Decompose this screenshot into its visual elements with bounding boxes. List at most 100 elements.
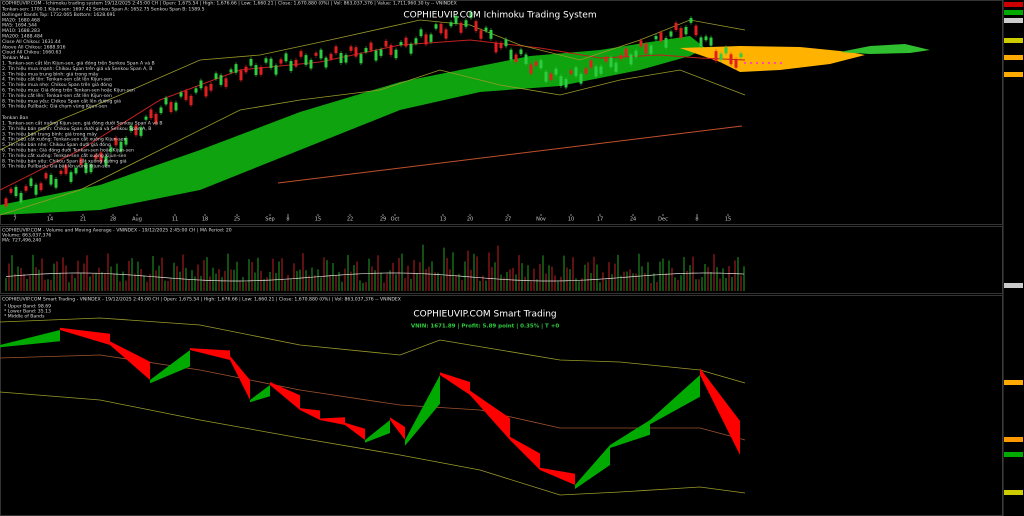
candle-body — [289, 61, 293, 72]
candle-body — [149, 109, 153, 118]
info-line: Cloud All Chikou: 1660.63 — [2, 50, 61, 56]
x-tick-label: 8 — [286, 217, 289, 223]
candle-body — [109, 147, 113, 152]
info-line: 2. Tín hiệu bán mạnh: Chikou Span dưới g… — [2, 125, 151, 132]
candle-body — [9, 188, 13, 193]
info-lines: Tenkan-sen: 1700.1 Kijun-sen: 1697.42 Se… — [1, 7, 205, 170]
info-line: 9. Tín hiệu Pullback: Giá chạm vùng Kiju… — [2, 103, 107, 110]
candle-body — [579, 74, 583, 84]
ribbon-green — [150, 350, 190, 384]
candle-body — [229, 69, 233, 73]
info-line: MA20: 1680.468 — [2, 17, 40, 23]
candle-body — [684, 26, 688, 35]
volume-title: COPHIEUVIP.COM - Volume and Moving Avera… — [2, 228, 232, 234]
candle-body — [304, 55, 308, 65]
x-tick-label: 15 — [315, 217, 321, 223]
candle-body — [89, 164, 93, 173]
candle-body — [679, 28, 683, 39]
smart-title: COPHIEUVIP.COM Smart Trading — [413, 310, 556, 320]
price-box — [1004, 2, 1023, 7]
candle-body — [324, 57, 328, 68]
candle-body — [629, 54, 633, 65]
candle-body — [574, 67, 578, 77]
ribbon-green — [650, 375, 700, 425]
candle-body — [369, 42, 373, 51]
info-line: 6. Tín hiệu bán: Giá đóng dưới Tenkan-se… — [2, 147, 134, 154]
ribbon-red — [300, 408, 320, 420]
ribbon-green — [365, 420, 390, 443]
candle-body — [329, 53, 333, 60]
main-title: COPHIEUVIP.COM Ichimoku Trading System — [403, 11, 596, 21]
x-tick-label: 13 — [440, 217, 446, 223]
candle-body — [444, 29, 448, 39]
info-line: MA200: 1488.484 — [2, 34, 43, 40]
ribbon-red — [110, 341, 150, 380]
candle-body — [234, 64, 238, 73]
info-line: 1. Tenkan-sen cắt lên Kijun-sen, giá đón… — [2, 60, 155, 67]
candle-body — [654, 35, 658, 40]
candle-body — [4, 198, 8, 207]
candle-body — [379, 49, 383, 56]
candle-body — [24, 186, 28, 191]
signal-dot — [749, 61, 753, 65]
candle-body — [309, 59, 313, 69]
lower-band — [0, 391, 746, 496]
candle-body — [159, 107, 163, 114]
signal-dot — [755, 61, 759, 65]
candle-body — [644, 43, 648, 54]
ribbon-red — [510, 436, 540, 470]
x-tick-label: Nov — [536, 217, 546, 223]
main-header: COPHIEUVIP.COM - Ichimoku trading system… — [2, 1, 457, 7]
candle-body — [389, 45, 393, 55]
candle-body — [364, 48, 368, 53]
x-tick-label: Aug — [132, 217, 142, 223]
candle-body — [609, 57, 613, 67]
ribbon-red — [270, 382, 300, 410]
signal-dot — [779, 61, 783, 65]
candle-body — [474, 21, 478, 32]
candle-body — [669, 31, 673, 37]
x-tick-label: 20 — [467, 217, 473, 223]
candle-body — [84, 162, 88, 173]
candle-body — [539, 60, 543, 69]
signal-dot — [761, 61, 765, 65]
price-box — [1004, 38, 1023, 43]
info-line: 2. Tín hiệu mua mạnh: Chikou Span trên g… — [2, 65, 152, 72]
candle-body — [59, 170, 63, 174]
candle-body — [64, 165, 68, 174]
candle-body — [239, 70, 243, 81]
ribbon-red — [60, 327, 110, 345]
signal-dot — [773, 61, 777, 65]
candle-body — [294, 59, 298, 67]
candle-body — [614, 62, 618, 72]
candle-body — [494, 42, 498, 53]
x-tick-label: 29 — [380, 217, 386, 223]
info-line: MA10: 1688.283 — [2, 28, 40, 34]
candle-body — [624, 48, 628, 57]
candle-body — [134, 125, 138, 136]
x-tick-label: 15 — [725, 217, 731, 223]
candle-body — [189, 95, 193, 106]
info-line: 5. Tín hiệu bán nhẹ: Chikou Span dưới gi… — [2, 141, 111, 148]
candle-body — [204, 86, 208, 97]
info-line: 9. Tín hiệu Pullback: Giá bật lên vùng K… — [2, 163, 111, 170]
candle-body — [129, 125, 133, 132]
candle-body — [414, 38, 418, 44]
candle-body — [439, 23, 443, 34]
volume-bars — [5, 244, 745, 291]
candle-body — [424, 34, 428, 45]
candle-body — [714, 51, 718, 62]
candle-body — [704, 36, 708, 41]
price-box — [1004, 437, 1023, 442]
x-tick-label: 7 — [13, 217, 16, 223]
candle-body — [404, 37, 408, 47]
x-tick-label: 22 — [347, 217, 353, 223]
candle-body — [74, 167, 78, 174]
x-tick-label: 10 — [568, 217, 574, 223]
info-line: 6. Tín hiệu mua: Giá đóng trên Tenkan-se… — [2, 87, 135, 94]
candle-body — [34, 184, 38, 195]
info-line: Above All Chikou: 1688.916 — [2, 44, 66, 50]
candle-body — [469, 11, 473, 18]
candle-body — [734, 59, 738, 68]
